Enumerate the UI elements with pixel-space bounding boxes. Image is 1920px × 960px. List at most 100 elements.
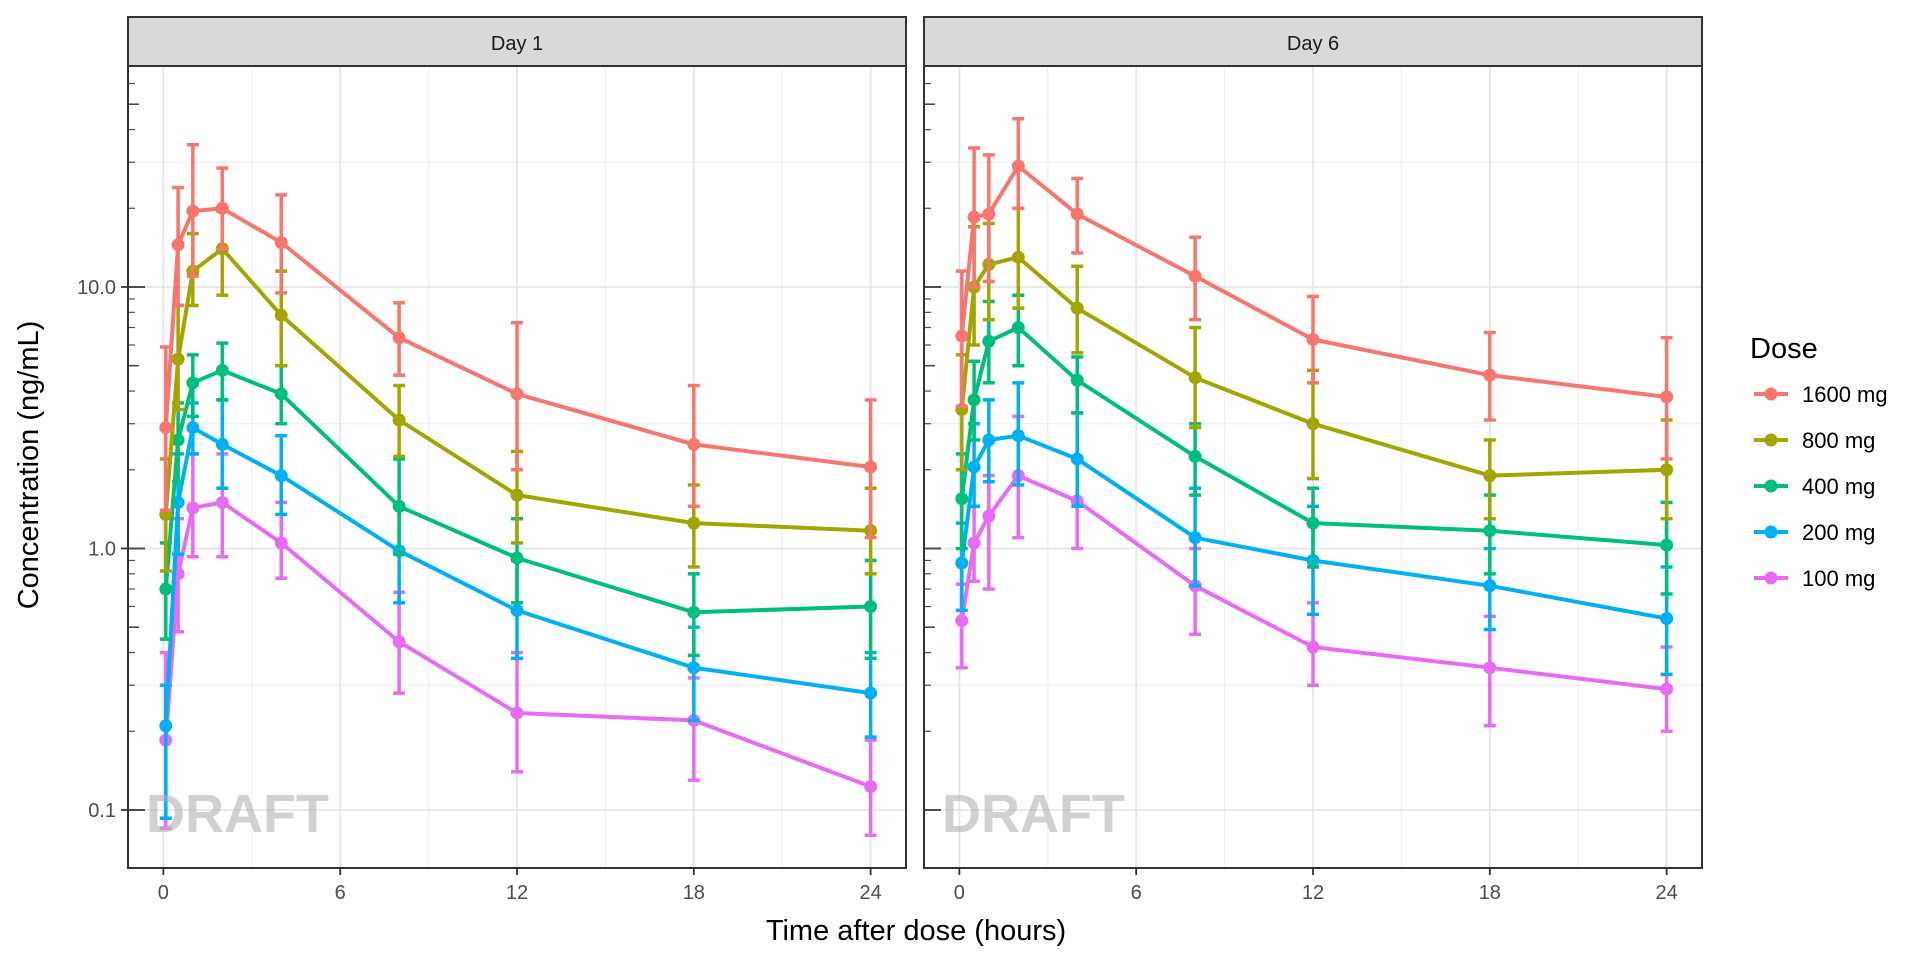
data-point [1306,332,1320,346]
data-point [1306,640,1320,654]
data-point [1660,390,1674,404]
series-1600-mg [955,116,1674,461]
data-point [967,536,981,550]
data-point [967,460,981,474]
data-point [982,207,996,221]
data-point [510,603,524,617]
data-point [1660,538,1674,552]
data-point [171,352,185,366]
data-point [510,706,524,720]
legend-item-800-mg: 800 mg [1754,428,1875,453]
y-tick-label: 0.1 [88,800,116,822]
data-point [274,235,288,249]
x-tick-label: 24 [860,882,882,904]
data-point [186,376,200,390]
data-point [510,387,524,401]
data-point [967,393,981,407]
x-tick-label: 18 [1479,882,1501,904]
data-point [392,413,406,427]
data-point [171,238,185,252]
data-point [274,387,288,401]
data-point [1070,452,1084,466]
data-point [967,210,981,224]
legend-label: 200 mg [1802,520,1875,545]
data-point [274,469,288,483]
legend-label: 400 mg [1802,474,1875,499]
legend-key-point [1764,571,1778,585]
data-point [171,433,185,447]
data-point [1011,159,1025,173]
legend-items: 1600 mg 800 mg 400 mg 200 mg 100 mg [1754,382,1888,591]
data-point [392,635,406,649]
legend-key-point [1764,433,1778,447]
data-point [159,719,173,733]
facet-strip-label: Day 6 [1287,33,1339,55]
data-point [955,556,969,570]
legend-item-1600-mg: 1600 mg [1754,382,1888,407]
data-point [982,334,996,348]
data-point [1011,320,1025,334]
data-point [1188,269,1202,283]
data-point [274,536,288,550]
x-axis-title: Time after dose (hours) [766,915,1066,947]
data-point [186,421,200,435]
draft-watermark: DRAFT [146,784,329,844]
data-point [159,582,173,596]
data-point [1011,250,1025,264]
data-point [1188,531,1202,545]
data-point [1660,611,1674,625]
data-point [1483,368,1497,382]
x-tick-label: 0 [158,882,169,904]
data-point [864,779,878,793]
data-point [955,329,969,343]
series-1600-mg [159,142,878,540]
legend-label: 1600 mg [1802,382,1888,407]
data-point [687,516,701,530]
data-point [1070,207,1084,221]
legend-item-200-mg: 200 mg [1754,520,1875,545]
data-point [955,492,969,506]
data-point [215,437,229,451]
x-tick-label: 6 [335,882,346,904]
data-point [1188,449,1202,463]
data-point [864,600,878,614]
data-point [392,331,406,345]
data-point [186,501,200,515]
x-tick-label: 24 [1656,882,1678,904]
data-point [687,437,701,451]
series-200-mg [159,398,878,820]
legend-key-point [1764,479,1778,493]
data-point [1070,301,1084,315]
series-400-mg [955,293,1674,596]
data-point [215,495,229,509]
data-point [215,363,229,377]
x-tick-label: 0 [954,882,965,904]
data-point [1483,661,1497,675]
x-tick-label: 12 [506,882,528,904]
data-point [1483,579,1497,593]
data-point [392,499,406,513]
draft-watermark: DRAFT [942,784,1125,844]
panel-day-6: DRAFT Day 6 0 6 12 18 24 [923,16,1703,904]
legend-key-point [1764,525,1778,539]
facet-strip-label: Day 1 [491,33,543,55]
legend: Dose 1600 mg 800 mg 400 mg 200 mg 100 mg [1750,333,1888,591]
y-axis-title: Concentration (ng/mL) [13,321,45,610]
legend-key-point [1764,387,1778,401]
data-point [1483,469,1497,483]
data-point [864,460,878,474]
series-800-mg [955,206,1674,521]
legend-title: Dose [1750,333,1818,365]
data-point [186,204,200,218]
x-tick-label: 12 [1302,882,1324,904]
data-point [159,421,173,435]
data-point [982,509,996,523]
panel-day-1: DRAFT Day 1 0 6 12 18 24 0.1 1.0 10.0 [77,16,907,904]
data-point [1660,463,1674,477]
chart-panels: DRAFT Day 1 0 6 12 18 24 0.1 1.0 10.0 DRAFT Day 6 0 6… [77,16,1703,904]
legend-label: 100 mg [1802,566,1875,591]
data-point [955,614,969,628]
legend-label: 800 mg [1802,428,1875,453]
facet-strip [923,16,1703,67]
